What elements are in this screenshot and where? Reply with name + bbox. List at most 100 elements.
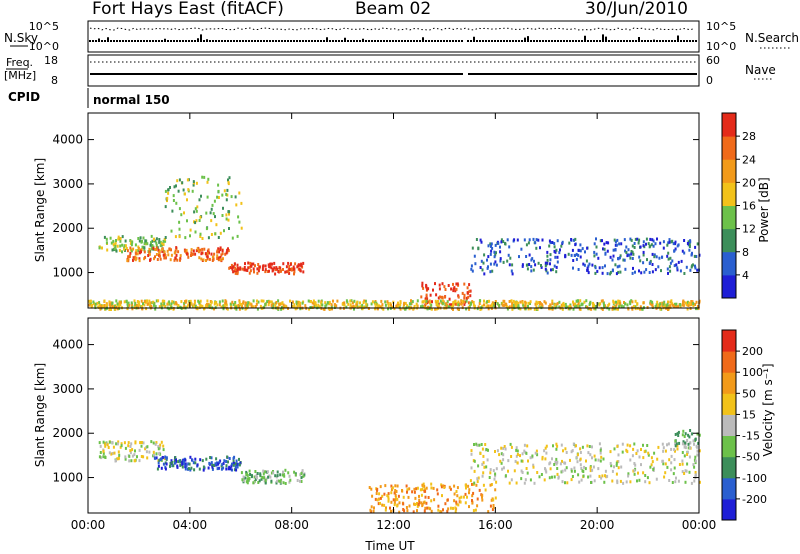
velocity-cell — [677, 430, 680, 434]
x-tick-label: 00:00 — [71, 518, 106, 532]
power-cell — [298, 267, 301, 271]
velocity-cell — [548, 476, 551, 480]
velocity-cell — [466, 495, 468, 499]
power-cell — [504, 302, 507, 306]
power-cell — [439, 299, 442, 303]
velocity-cell — [494, 488, 497, 492]
power-colorbar-segment — [722, 113, 736, 137]
power-cell — [243, 268, 246, 272]
power-cell — [654, 242, 657, 246]
velocity-cell — [421, 487, 424, 491]
velocity-cell — [453, 499, 456, 503]
power-cell — [109, 236, 112, 240]
power-cell — [673, 304, 676, 308]
power-cell — [586, 266, 589, 270]
velocity-cell — [202, 465, 205, 469]
power-cell — [387, 307, 389, 311]
velocity-cell — [288, 480, 291, 484]
velocity-cell — [482, 461, 485, 465]
power-cell — [582, 262, 585, 266]
power-cell — [574, 237, 577, 241]
velocity-cell — [369, 508, 372, 512]
velocity-cell — [440, 485, 443, 489]
power-cell — [579, 299, 582, 303]
power-cell — [530, 265, 533, 269]
power-cell — [516, 305, 519, 309]
power-cell — [625, 251, 628, 254]
power-cell — [696, 242, 699, 246]
power-cell — [277, 270, 280, 273]
power-cell — [412, 307, 415, 311]
power-cell — [300, 262, 303, 266]
power-cell — [136, 252, 139, 256]
power-cell — [489, 252, 492, 256]
power-cell — [689, 302, 692, 306]
velocity-cell — [553, 475, 556, 479]
velocity-cell — [501, 467, 504, 471]
power-cell — [130, 249, 133, 253]
power-cell — [216, 303, 219, 307]
velocity-cell — [142, 455, 145, 459]
velocity-cell — [629, 480, 632, 484]
power-cell — [420, 305, 422, 309]
velocity-cell — [129, 449, 132, 453]
power-cell — [207, 236, 210, 240]
velocity-cell — [216, 467, 219, 471]
velocity-cell — [468, 491, 470, 495]
velocity-cell — [693, 479, 696, 483]
velocity-cell — [694, 474, 697, 478]
power-cell — [445, 302, 448, 306]
power-cell — [164, 239, 167, 243]
power-cell — [577, 248, 580, 252]
power-cell — [494, 300, 497, 303]
velocity-cell — [394, 493, 397, 497]
velocity-cell — [470, 449, 473, 453]
power-cell — [534, 302, 537, 306]
velocity-cell — [464, 501, 467, 505]
velocity-cell — [597, 458, 600, 462]
velocity-cell — [532, 463, 535, 467]
power-cell — [197, 299, 200, 303]
velocity-cell — [472, 491, 475, 495]
velocity-cell — [234, 468, 236, 472]
velocity-cell — [676, 444, 679, 448]
power-cell — [293, 267, 296, 271]
power-cell — [599, 239, 602, 243]
power-cell — [591, 302, 594, 306]
velocity-cell — [384, 508, 387, 512]
velocity-cell — [185, 464, 188, 468]
power-y-axis-label: Slant Range [km] — [33, 158, 47, 262]
velocity-cell — [510, 445, 513, 449]
velocity-cell — [222, 462, 225, 465]
power-cell — [697, 304, 699, 308]
velocity-cell — [674, 444, 677, 448]
power-cell — [167, 253, 170, 257]
power-cell — [619, 254, 622, 258]
power-cell — [195, 209, 198, 213]
velocity-cell — [189, 455, 192, 459]
velocity-cell — [592, 465, 595, 469]
velocity-cell — [502, 458, 505, 462]
power-cell — [227, 247, 229, 251]
power-cell — [670, 299, 673, 303]
power-cell — [154, 307, 157, 311]
x-tick-label: 08:00 — [274, 518, 309, 532]
power-cell — [153, 302, 156, 306]
velocity-cell — [227, 460, 229, 464]
power-cell — [268, 265, 271, 269]
power-cell — [645, 268, 648, 272]
velocity-cell — [236, 465, 239, 469]
power-cell — [457, 303, 460, 307]
velocity-cell — [205, 457, 208, 461]
power-cell — [138, 259, 141, 263]
power-cell — [273, 266, 276, 270]
power-cell — [264, 303, 267, 307]
power-cell — [96, 301, 99, 305]
velocity-cell — [264, 470, 266, 474]
velocity-cell — [458, 496, 461, 500]
power-cell — [493, 262, 496, 266]
velocity-cell — [245, 470, 248, 474]
velocity-cell — [194, 461, 197, 465]
velocity-cell — [370, 505, 373, 509]
